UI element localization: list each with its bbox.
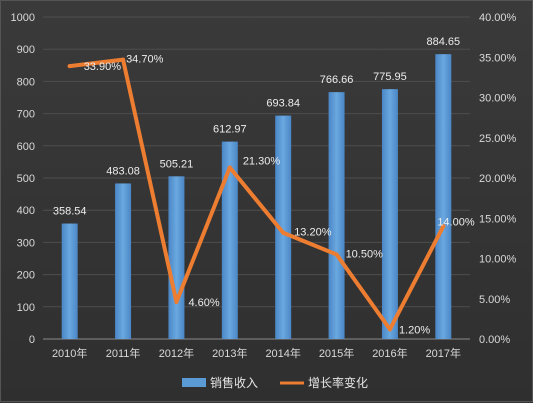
bar (168, 176, 185, 339)
left-tick-label: 300 (17, 237, 35, 249)
x-tick-label: 2013年 (212, 346, 247, 360)
right-tick-label: 35.00% (479, 52, 517, 64)
bar (435, 54, 452, 339)
bar (275, 115, 292, 339)
right-tick-label: 20.00% (479, 173, 517, 185)
bar (221, 141, 238, 339)
left-tick-label: 800 (17, 76, 35, 88)
bar-data-label: 884.65 (426, 36, 460, 48)
line-data-label: 10.50% (346, 248, 384, 260)
line-data-label: 4.60% (188, 297, 219, 309)
legend-label-bar: 销售收入 (210, 375, 258, 390)
bar (61, 223, 78, 339)
right-tick-label: 30.00% (479, 93, 517, 105)
x-tick-label: 2012年 (159, 346, 194, 360)
line-point (67, 64, 72, 69)
bar-data-label: 612.97 (213, 124, 247, 136)
x-tick-label: 2010年 (52, 346, 87, 360)
line-data-label: 13.20% (294, 227, 332, 239)
bar-data-label: 358.54 (53, 206, 87, 218)
x-tick-label: 2016年 (372, 346, 407, 360)
x-tick-label: 2017年 (426, 346, 461, 360)
x-tick-label: 2014年 (265, 346, 300, 360)
line-series (67, 57, 446, 332)
left-tick-label: 700 (17, 109, 35, 121)
line-data-label: 21.30% (243, 156, 281, 168)
bar-series (61, 54, 452, 339)
bar-data-label: 483.08 (106, 165, 140, 177)
left-tick-label: 1000 (11, 12, 35, 24)
x-axis: 2010年 2011年 2012年 2013年 2014年 2015年 2016年 2017年 (52, 346, 461, 360)
bar (328, 92, 345, 339)
right-tick-label: 15.00% (479, 213, 517, 225)
line-data-label: 33.90% (84, 61, 122, 73)
right-tick-label: 5.00% (479, 294, 510, 306)
grid-lines (43, 16, 470, 340)
right-tick-label: 0.00% (479, 334, 510, 346)
line-point (227, 165, 232, 170)
line-point (387, 327, 392, 332)
line-point (281, 230, 286, 235)
line-point (174, 299, 179, 304)
line-point (441, 224, 446, 229)
left-tick-label: 0 (29, 334, 35, 346)
x-tick-label: 2015年 (319, 346, 354, 360)
left-tick-label: 100 (17, 302, 35, 314)
bar-data-label: 505.21 (160, 158, 194, 170)
line-data-label: 34.70% (126, 54, 164, 66)
right-y-axis: 0.00% 5.00% 10.00% 15.00% 20.00% 25.00% 30.00%… (479, 12, 517, 346)
left-tick-label: 500 (17, 173, 35, 185)
bar (115, 183, 132, 339)
left-tick-label: 900 (17, 44, 35, 56)
line-data-label: 14.00% (437, 216, 475, 228)
left-tick-label: 200 (17, 270, 35, 282)
line-point (121, 57, 126, 62)
legend-label-line: 增长率变化 (308, 375, 368, 390)
line-point (334, 252, 339, 257)
left-y-axis: 0 100 200 300 400 500 600 700 800 900 1000 (11, 12, 35, 346)
line-data-label: 1.20% (399, 324, 430, 336)
legend: 销售收入 增长率变化 (182, 375, 368, 390)
legend-swatch-bar (182, 378, 206, 387)
right-tick-label: 10.00% (479, 254, 517, 266)
bar (381, 89, 398, 339)
right-tick-label: 40.00% (479, 12, 517, 24)
left-tick-label: 400 (17, 205, 35, 217)
right-tick-label: 25.00% (479, 133, 517, 145)
bar-data-label: 766.66 (320, 74, 354, 86)
bar-data-label: 693.84 (266, 98, 300, 110)
bar-data-label: 775.95 (373, 71, 407, 83)
x-tick-label: 2011年 (106, 346, 141, 360)
left-tick-label: 600 (17, 141, 35, 153)
data-labels: 358.54 483.08 505.21 612.97 693.84 766.66 775.… (53, 36, 475, 336)
series-line (67, 57, 446, 332)
